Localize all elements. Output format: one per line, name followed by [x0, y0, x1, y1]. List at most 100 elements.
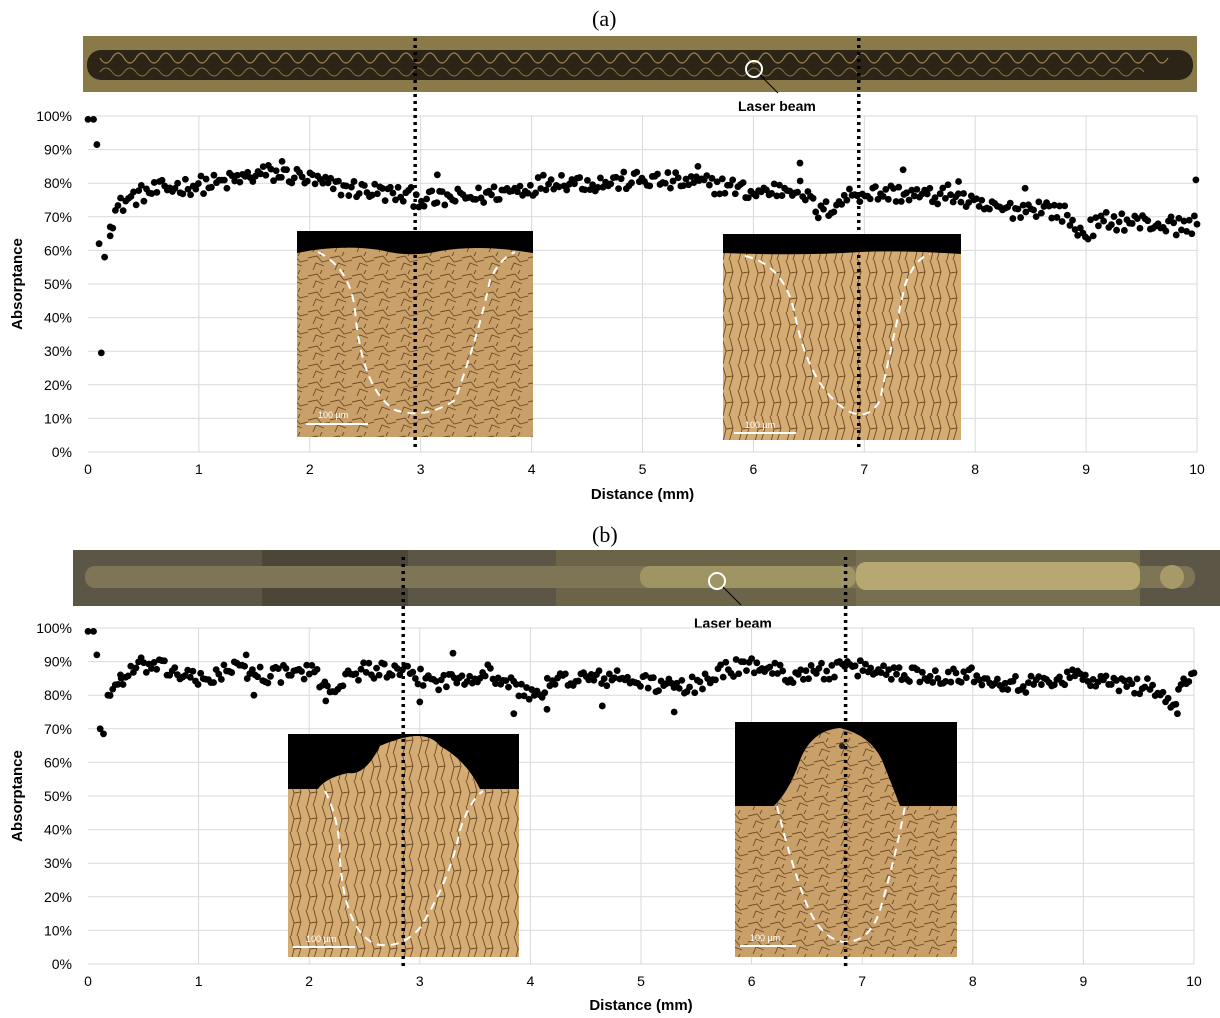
- data-point: [1170, 219, 1178, 227]
- data-point: [305, 670, 313, 678]
- data-point: [189, 667, 197, 675]
- data-point: [713, 178, 721, 186]
- data-point: [1061, 681, 1069, 689]
- data-point: [409, 668, 417, 676]
- data-point: [887, 675, 895, 683]
- data-point: [119, 207, 127, 215]
- data-point: [654, 170, 661, 178]
- data-point: [264, 679, 272, 687]
- data-point: [453, 679, 461, 687]
- laser-beam-marker: [708, 572, 726, 590]
- data-point: [809, 194, 817, 202]
- data-point: [796, 159, 804, 167]
- data-point: [1094, 678, 1102, 686]
- strip-ripples-2: [99, 67, 1145, 77]
- y-tick-label: 0%: [52, 956, 72, 972]
- data-point: [796, 177, 804, 185]
- data-point: [313, 665, 321, 673]
- data-point: [642, 671, 649, 679]
- data-point: [1050, 681, 1058, 689]
- data-point: [721, 189, 729, 197]
- data-point: [1128, 220, 1136, 227]
- data-point: [978, 681, 986, 689]
- data-point: [686, 683, 693, 691]
- y-tick-label: 40%: [44, 822, 72, 838]
- data-point: [210, 171, 218, 179]
- data-point: [432, 677, 440, 685]
- x-tick-label: 2: [306, 461, 314, 477]
- data-point: [664, 169, 672, 176]
- data-point: [820, 675, 828, 683]
- data-point: [257, 170, 265, 178]
- data-point: [174, 179, 182, 187]
- data-point: [197, 172, 205, 180]
- data-point: [555, 183, 563, 191]
- data-point: [393, 665, 401, 672]
- x-axis-title: Distance (mm): [589, 997, 692, 1014]
- data-point: [716, 190, 724, 198]
- data-point: [1164, 694, 1172, 702]
- x-tick-label: 4: [527, 973, 535, 989]
- data-point: [153, 665, 161, 673]
- data-point: [415, 203, 423, 211]
- data-point: [210, 679, 217, 686]
- data-point: [539, 171, 547, 179]
- data-point: [335, 177, 342, 185]
- data-point: [916, 678, 924, 686]
- data-point: [830, 208, 838, 216]
- weld-strip-b: Laser beam: [73, 550, 1220, 631]
- data-point: [1159, 688, 1167, 696]
- data-point: [825, 675, 833, 683]
- plot-b: 0 1 2 3 4 5 6 7 8 9 100%10%20%30%40%50%60%70%80%90…: [9, 620, 1202, 1014]
- data-point: [1191, 212, 1198, 220]
- data-point: [731, 190, 739, 198]
- data-point: [161, 657, 168, 665]
- data-point: [394, 183, 402, 191]
- data-point: [370, 674, 378, 682]
- data-point: [748, 655, 756, 663]
- data-point: [542, 186, 550, 194]
- data-point: [750, 669, 758, 677]
- data-point: [362, 668, 370, 676]
- data-point: [182, 175, 189, 183]
- data-point: [327, 174, 335, 182]
- data-point: [954, 190, 962, 198]
- data-point: [488, 191, 495, 199]
- data-point: [1128, 680, 1136, 688]
- data-point: [942, 194, 949, 202]
- data-point: [605, 670, 613, 678]
- data-point: [546, 682, 554, 690]
- data-point: [97, 349, 105, 357]
- data-point: [899, 166, 907, 174]
- data-point: [637, 682, 644, 690]
- data-point: [670, 708, 678, 716]
- data-point: [194, 180, 202, 187]
- laser-beam-leader: [759, 74, 779, 94]
- data-point: [1185, 678, 1193, 685]
- data-point: [329, 185, 337, 193]
- data-point: [802, 667, 810, 675]
- data-point: [960, 190, 967, 197]
- data-point: [106, 692, 114, 699]
- data-point: [186, 673, 194, 681]
- data-point: [1006, 199, 1014, 207]
- data-point: [884, 195, 892, 203]
- data-point: [628, 179, 635, 187]
- data-point: [534, 174, 542, 181]
- data-point: [1063, 668, 1071, 676]
- data-point: [895, 183, 903, 191]
- data-point: [1133, 675, 1141, 683]
- data-point: [262, 171, 270, 179]
- data-point: [181, 672, 189, 679]
- data-point: [1190, 669, 1198, 677]
- weld-end: [1160, 565, 1184, 589]
- data-point: [342, 182, 350, 190]
- data-point: [696, 678, 704, 686]
- data-point: [726, 181, 734, 189]
- data-point: [438, 188, 446, 196]
- data-point: [1056, 202, 1063, 210]
- data-point: [1022, 208, 1030, 216]
- data-point: [1131, 689, 1138, 697]
- strip-track-bright: [640, 566, 856, 588]
- data-point: [890, 664, 898, 672]
